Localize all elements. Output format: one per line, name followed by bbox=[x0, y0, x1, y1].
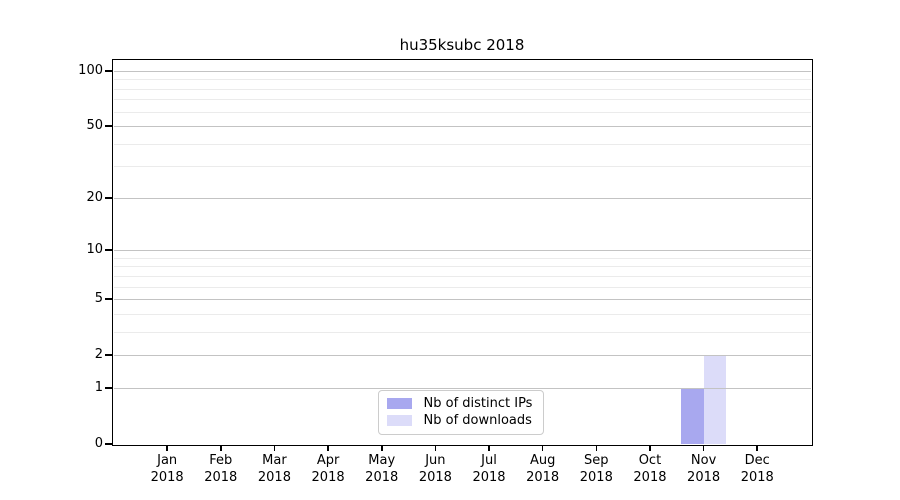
downloads-swatch-icon bbox=[386, 414, 412, 426]
y-gridline-major-1 bbox=[113, 387, 811, 389]
y-gridline-minor-7 bbox=[113, 275, 811, 277]
y-gridline-minor-4 bbox=[113, 313, 811, 315]
chart-title: hu35ksubc 2018 bbox=[399, 36, 525, 54]
y-gridline-minor-80 bbox=[113, 88, 811, 90]
x-axis-tick-may-2018 bbox=[380, 445, 383, 451]
x-axis-label-aug-2018: Aug 2018 bbox=[526, 453, 560, 485]
x-axis-tick-sep-2018 bbox=[595, 445, 598, 451]
legend-item-distinct-ips: Nb of distinct IPs bbox=[386, 396, 534, 412]
x-axis-label-oct-2018: Oct 2018 bbox=[633, 453, 667, 485]
y-axis-tick-2 bbox=[105, 354, 112, 356]
y-gridline-major-2 bbox=[113, 355, 811, 357]
x-axis-tick-mar-2018 bbox=[273, 445, 276, 451]
y-gridline-minor-8 bbox=[113, 266, 811, 268]
y-gridline-major-20 bbox=[113, 197, 811, 199]
x-axis-label-mar-2018: Mar 2018 bbox=[257, 453, 291, 485]
x-axis-tick-dec-2018 bbox=[756, 445, 759, 451]
y-axis-tick-10 bbox=[105, 249, 112, 251]
legend-label-downloads: Nb of downloads bbox=[423, 412, 532, 428]
y-axis-label-10: 10 bbox=[86, 242, 103, 258]
x-axis-label-jun-2018: Jun 2018 bbox=[418, 453, 452, 485]
y-gridline-major-50 bbox=[113, 126, 811, 128]
y-gridline-major-5 bbox=[113, 299, 811, 301]
x-axis-label-sep-2018: Sep 2018 bbox=[579, 453, 613, 485]
y-axis-tick-50 bbox=[105, 125, 112, 127]
y-gridline-minor-40 bbox=[113, 143, 811, 145]
distinct-ips-swatch-icon bbox=[386, 398, 412, 410]
x-axis-tick-jun-2018 bbox=[434, 445, 437, 451]
bar-nb-of-distinct-ips-nov-2018 bbox=[681, 387, 704, 444]
y-gridline-major-100 bbox=[113, 70, 811, 72]
legend-item-downloads: Nb of downloads bbox=[386, 412, 534, 428]
x-axis-tick-jan-2018 bbox=[166, 445, 168, 451]
y-axis-label-20: 20 bbox=[86, 189, 103, 205]
x-axis-tick-apr-2018 bbox=[327, 445, 329, 451]
y-axis-label-0: 0 bbox=[94, 436, 103, 451]
y-gridline-minor-30 bbox=[113, 166, 811, 168]
x-axis-label-jan-2018: Jan 2018 bbox=[150, 453, 184, 485]
y-axis-label-1: 1 bbox=[94, 379, 103, 395]
legend: Nb of distinct IPs Nb of downloads bbox=[377, 389, 544, 435]
y-gridline-minor-6 bbox=[113, 286, 811, 288]
y-axis-label-100: 100 bbox=[78, 62, 103, 78]
y-axis-tick-5 bbox=[105, 298, 112, 300]
x-axis-tick-aug-2018 bbox=[541, 445, 544, 451]
y-axis-tick-100 bbox=[105, 69, 112, 72]
x-axis-label-jul-2018: Jul 2018 bbox=[472, 453, 506, 485]
x-axis-label-may-2018: May 2018 bbox=[365, 453, 399, 485]
bar-nb-of-downloads-nov-2018 bbox=[703, 355, 727, 444]
legend-label-distinct-ips: Nb of distinct IPs bbox=[423, 396, 533, 412]
x-axis-label-nov-2018: Nov 2018 bbox=[687, 453, 721, 485]
x-axis-label-feb-2018: Feb 2018 bbox=[204, 453, 238, 485]
x-axis-tick-feb-2018 bbox=[219, 445, 222, 451]
x-axis-label-apr-2018: Apr 2018 bbox=[311, 453, 345, 485]
y-axis-tick-0 bbox=[105, 443, 112, 445]
y-axis-tick-20 bbox=[105, 197, 112, 199]
x-axis-label-dec-2018: Dec 2018 bbox=[740, 453, 774, 485]
x-axis-tick-jul-2018 bbox=[488, 445, 490, 451]
y-axis-tick-1 bbox=[105, 387, 112, 389]
y-gridline-minor-9 bbox=[113, 257, 811, 259]
y-gridline-minor-60 bbox=[113, 111, 811, 113]
y-gridline-minor-90 bbox=[113, 79, 811, 81]
y-gridline-major-10 bbox=[113, 250, 811, 252]
y-axis-label-50: 50 bbox=[86, 118, 103, 134]
y-axis-label-5: 5 bbox=[94, 291, 103, 307]
y-gridline-minor-3 bbox=[113, 331, 811, 333]
x-axis-tick-nov-2018 bbox=[702, 445, 705, 451]
y-axis-label-2: 2 bbox=[94, 347, 103, 363]
y-gridline-minor-70 bbox=[113, 99, 811, 101]
x-axis-tick-oct-2018 bbox=[649, 445, 651, 451]
